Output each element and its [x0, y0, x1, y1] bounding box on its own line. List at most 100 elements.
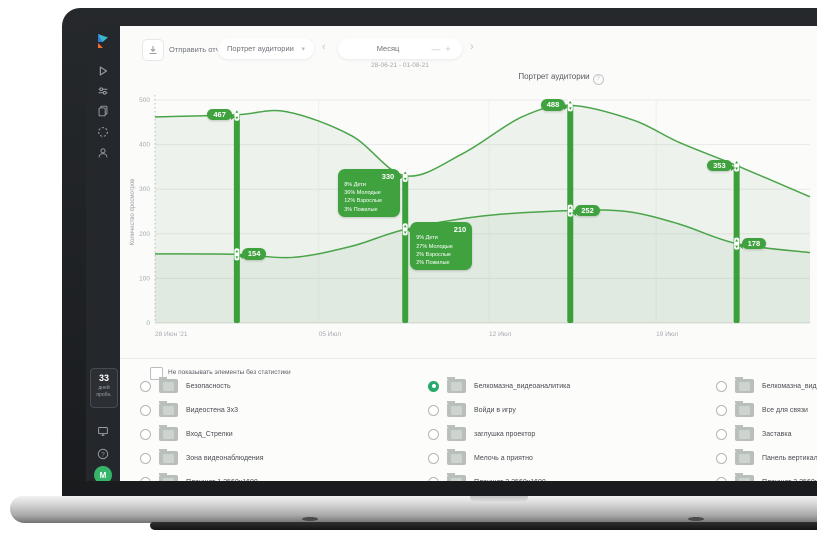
playlist-radio[interactable] [140, 380, 151, 392]
avatar-initial: М [99, 470, 107, 480]
folder-icon [447, 377, 466, 393]
folder-icon [735, 473, 754, 481]
tooltip-detail: 36% Молодые [344, 190, 381, 197]
playlist-row[interactable]: Все для связи [716, 401, 817, 419]
info-icon[interactable]: ? [592, 74, 604, 85]
playlist-row[interactable]: Планшет 1 2560x1600 [140, 473, 424, 481]
playlist-label: Все для связи [762, 406, 808, 414]
playlist-radio[interactable] [140, 452, 151, 464]
svg-text:05 Июл: 05 Июл [319, 331, 341, 338]
send-report-button[interactable]: Отправить отчет [169, 45, 227, 54]
tooltip-detail: 27% Молодые [416, 243, 453, 250]
tooltip-value: 330 [381, 171, 395, 181]
hide-no-stats-checkbox[interactable] [150, 367, 163, 380]
playlist-label: Зона видеонаблюдения [186, 454, 264, 462]
tooltip-value: 210 [453, 225, 467, 235]
playlist-radio[interactable] [428, 404, 439, 416]
next-period-button[interactable]: › [470, 41, 474, 53]
folder-icon [735, 425, 754, 441]
trial-badge[interactable]: 33 дней пробн. [90, 368, 118, 408]
laptop-foot [688, 517, 704, 521]
report-type-select[interactable]: Портрет аудитории ▾ [218, 38, 314, 59]
folder-icon [447, 449, 466, 465]
tooltip-detail: 2% Пожилые [416, 260, 450, 267]
app-window: 33 дней пробн. ? М [86, 26, 817, 481]
dashed-circle-icon[interactable] [96, 125, 110, 139]
download-icon [149, 46, 157, 55]
playlist-label: заглушка проектор [474, 430, 536, 438]
playlist-row[interactable]: Панель вертикальная внутр [716, 449, 817, 467]
svg-text:400: 400 [139, 142, 150, 149]
playlist-radio[interactable] [428, 476, 439, 481]
playlist-radio[interactable] [716, 404, 727, 416]
help-icon[interactable]: ? [96, 447, 110, 461]
playlist-radio[interactable] [428, 452, 439, 464]
folder-icon [159, 401, 178, 417]
y-axis-label: Количество просмотров [130, 178, 136, 246]
playlist-radio[interactable] [140, 428, 151, 440]
app-sidebar: 33 дней пробн. ? М [86, 26, 120, 481]
playlist-row[interactable]: Мелочь а приятно [428, 449, 712, 467]
display-icon[interactable] [96, 424, 110, 438]
broadcasts-icon[interactable] [96, 64, 110, 78]
zoom-out-button[interactable]: — [431, 43, 441, 54]
app-logo[interactable] [94, 32, 112, 50]
tooltip-detail: 8% Дети [344, 181, 366, 188]
trial-days: 33 [98, 373, 109, 383]
playlist-row[interactable]: Видеостена 3x3 [140, 401, 424, 419]
laptop-base [10, 496, 817, 523]
playlist-radio[interactable] [716, 476, 727, 481]
playlist-row[interactable]: Войди в игру [428, 401, 712, 419]
playlist-row[interactable]: Планшет 3 2560x1600 [716, 473, 817, 481]
playlist-row[interactable]: Вход_Стрелки [140, 425, 424, 443]
documents-icon[interactable] [96, 104, 110, 118]
report-type-value: Портрет аудитории [227, 44, 294, 53]
folder-icon [159, 377, 178, 393]
playlist-radio[interactable] [716, 428, 727, 440]
playlist-radio[interactable] [716, 380, 727, 392]
zoom-in-button[interactable]: + [445, 43, 451, 54]
playlist-label: Заставка [762, 430, 792, 438]
playlist-radio[interactable] [716, 452, 727, 464]
svg-text:500: 500 [139, 97, 150, 104]
laptop-foot [302, 517, 318, 521]
playlist-radio[interactable] [140, 476, 151, 481]
playlist-radio[interactable] [140, 404, 151, 416]
playlist-label: Белкомазна_видеоаналитика [762, 382, 817, 390]
playlist-row[interactable]: Зона видеонаблюдения [140, 449, 424, 467]
svg-text:100: 100 [139, 275, 150, 282]
user-avatar[interactable]: М [94, 466, 112, 481]
period-control[interactable]: Месяц — + [338, 38, 462, 59]
chart-title: Портрет аудитории [518, 72, 590, 81]
export-report-button[interactable] [142, 39, 164, 61]
prev-period-button[interactable]: ‹ [322, 41, 326, 53]
playlist-radio[interactable] [428, 428, 439, 440]
svg-text:19 Июл: 19 Июл [656, 331, 678, 338]
folder-icon [735, 449, 754, 465]
equalizer-icon[interactable] [96, 84, 110, 98]
playlist-label: Планшет 3 2560x1600 [762, 479, 817, 482]
folder-icon [735, 401, 754, 417]
chart-value-pill: 154 [238, 248, 267, 260]
chart-tooltip: 330 8% Дети 36% Молодые 12% Взрослые 3% Пожи… [338, 168, 404, 217]
tooltip-detail: 9% Дети [416, 235, 438, 242]
tooltip-detail: 12% Взрослые [344, 198, 383, 205]
laptop-base-edge [150, 522, 817, 530]
playlist-row[interactable]: Планшет 2 2560x1600 [428, 473, 712, 481]
period-label: Месяц [376, 44, 400, 53]
chart-value-pill: 467 [207, 108, 235, 121]
playlist-row[interactable]: Белкомазна_видеоаналитика [428, 377, 712, 395]
profile-icon[interactable] [96, 146, 110, 160]
playlist-row[interactable]: Безопасность [140, 377, 424, 395]
chart-value-pill: 488 [540, 99, 568, 111]
playlist-radio[interactable] [428, 380, 439, 392]
trial-caption-2: пробн. [96, 391, 112, 398]
svg-text:300: 300 [139, 186, 150, 193]
folder-icon [735, 377, 754, 393]
playlist-row[interactable]: Белкомазна_видеоаналитика [716, 377, 817, 395]
playlist-label: Безопасность [186, 382, 231, 390]
playlist-row[interactable]: заглушка проектор [428, 425, 712, 443]
laptop-frame: 33 дней пробн. ? М [62, 8, 817, 498]
playlist-row[interactable]: Заставка [716, 425, 817, 443]
folder-icon [159, 425, 178, 441]
